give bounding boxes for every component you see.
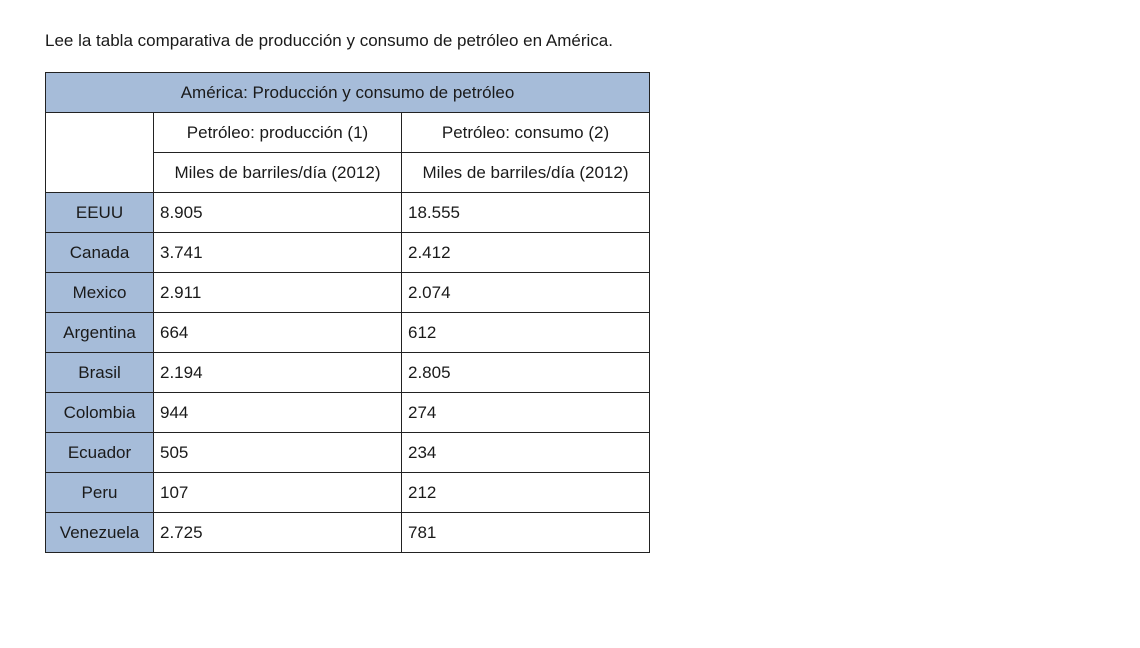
table-row: EEUU 8.905 18.555 bbox=[45, 192, 650, 233]
consumption-cell: 274 bbox=[401, 392, 650, 433]
production-cell: 2.725 bbox=[153, 512, 402, 553]
table-row: Mexico 2.911 2.074 bbox=[45, 272, 650, 313]
country-cell: Brasil bbox=[45, 352, 154, 393]
table-row: Ecuador 505 234 bbox=[45, 432, 650, 473]
country-cell: EEUU bbox=[45, 192, 154, 233]
consumption-cell: 212 bbox=[401, 472, 650, 513]
table-row: Peru 107 212 bbox=[45, 472, 650, 513]
header-blank-cell bbox=[45, 112, 154, 193]
consumption-cell: 18.555 bbox=[401, 192, 650, 233]
table-row: Brasil 2.194 2.805 bbox=[45, 352, 650, 393]
table-row: Colombia 944 274 bbox=[45, 392, 650, 433]
country-cell: Mexico bbox=[45, 272, 154, 313]
production-cell: 2.194 bbox=[153, 352, 402, 393]
production-cell: 8.905 bbox=[153, 192, 402, 233]
country-cell: Ecuador bbox=[45, 432, 154, 473]
production-cell: 107 bbox=[153, 472, 402, 513]
table-title: América: Producción y consumo de petróle… bbox=[45, 72, 650, 113]
table-body: EEUU 8.905 18.555 Canada 3.741 2.412 Mexico 2.9… bbox=[45, 192, 650, 553]
table-row: Argentina 664 612 bbox=[45, 312, 650, 353]
country-cell: Argentina bbox=[45, 312, 154, 353]
consumption-cell: 2.805 bbox=[401, 352, 650, 393]
country-cell: Colombia bbox=[45, 392, 154, 433]
consumption-cell: 2.074 bbox=[401, 272, 650, 313]
unit-consumption: Miles de barriles/día (2012) bbox=[401, 152, 650, 193]
table-row: Venezuela 2.725 781 bbox=[45, 512, 650, 553]
table-header-row: Petróleo: producción (1) Petróleo: consu… bbox=[45, 112, 650, 193]
oil-table: América: Producción y consumo de petróle… bbox=[45, 72, 650, 553]
country-cell: Venezuela bbox=[45, 512, 154, 553]
table-row: Canada 3.741 2.412 bbox=[45, 232, 650, 273]
intro-text: Lee la tabla comparativa de producción y… bbox=[45, 31, 613, 50]
country-cell: Peru bbox=[45, 472, 154, 513]
consumption-cell: 2.412 bbox=[401, 232, 650, 273]
unit-production: Miles de barriles/día (2012) bbox=[153, 152, 402, 193]
header-consumption: Petróleo: consumo (2) bbox=[401, 112, 650, 153]
consumption-cell: 234 bbox=[401, 432, 650, 473]
production-cell: 944 bbox=[153, 392, 402, 433]
header-production: Petróleo: producción (1) bbox=[153, 112, 402, 153]
production-cell: 3.741 bbox=[153, 232, 402, 273]
production-cell: 505 bbox=[153, 432, 402, 473]
country-cell: Canada bbox=[45, 232, 154, 273]
table-title-row: América: Producción y consumo de petróle… bbox=[45, 72, 650, 113]
production-cell: 2.911 bbox=[153, 272, 402, 313]
consumption-cell: 612 bbox=[401, 312, 650, 353]
consumption-cell: 781 bbox=[401, 512, 650, 553]
table-unit-row: Miles de barriles/día (2012) Miles de ba… bbox=[46, 152, 650, 193]
production-cell: 664 bbox=[153, 312, 402, 353]
